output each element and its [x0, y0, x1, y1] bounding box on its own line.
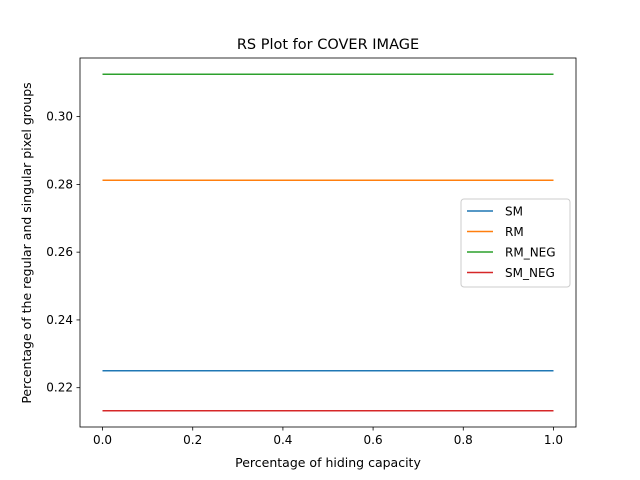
x-axis-label: Percentage of hiding capacity	[235, 455, 421, 470]
x-tick-label: 0.8	[454, 433, 473, 447]
x-tick-label: 0.0	[93, 433, 112, 447]
legend-label-rm-neg: RM_NEG	[505, 246, 556, 260]
y-tick-label: 0.22	[46, 381, 73, 395]
legend-box	[460, 198, 571, 288]
legend-label-sm-neg: SM_NEG	[505, 266, 555, 280]
legend-label-rm: RM	[505, 225, 524, 239]
x-tick-label: 1.0	[544, 433, 563, 447]
plot-area: 0.0 0.2 0.4 0.6 0.8 1.0 0.22 0.24 0.26 0.28 0.30 SM…	[46, 57, 577, 447]
x-tick-label: 0.4	[273, 433, 292, 447]
x-tick-label: 0.6	[364, 433, 383, 447]
axes-frame	[79, 57, 577, 428]
x-tick-label: 0.2	[183, 433, 202, 447]
y-tick-label: 0.24	[46, 313, 73, 327]
y-tick-label: 0.28	[46, 177, 73, 191]
legend-label-sm: SM	[505, 205, 523, 219]
chart-title: RS Plot for COVER IMAGE	[237, 37, 419, 53]
y-axis-label: Percentage of the regular and singular p…	[19, 82, 34, 403]
y-tick-label: 0.30	[46, 110, 73, 124]
y-tick-label: 0.26	[46, 245, 73, 259]
